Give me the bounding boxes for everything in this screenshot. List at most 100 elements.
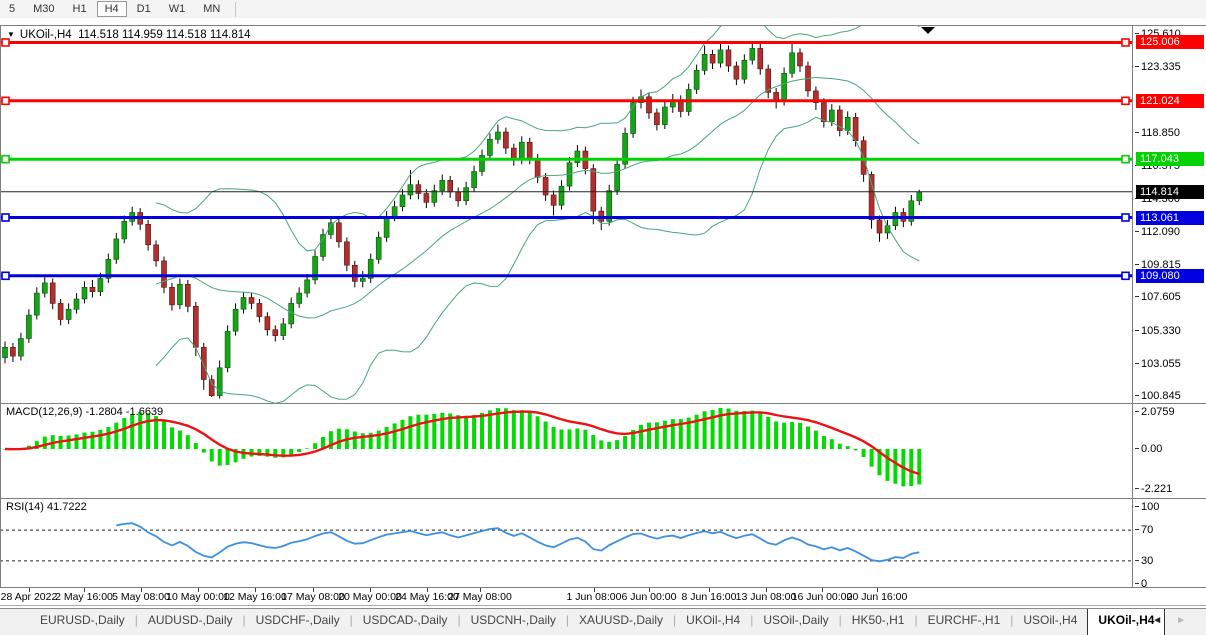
timeframe-button-h4[interactable]: H4	[96, 1, 127, 17]
tab-separator: |	[838, 613, 842, 627]
line-handle[interactable]	[1121, 213, 1130, 222]
rsi-panel-separator[interactable]	[0, 498, 1206, 499]
rsi-line	[116, 522, 920, 563]
line-handle[interactable]	[1121, 271, 1130, 281]
tab-eurusd-daily[interactable]: EURUSD-,Daily	[40, 613, 125, 627]
timeframe-button-h1[interactable]: H1	[72, 3, 87, 15]
tab-usdcad-daily[interactable]: USDCAD-,Daily	[362, 613, 448, 627]
bollinger-upper-band	[155, 25, 920, 252]
line-handle[interactable]	[1, 96, 10, 106]
horizontal-line-121.024[interactable]	[0, 96, 1132, 106]
macd-axis-label: 0.00	[1134, 443, 1163, 455]
tab-separator: |	[349, 613, 353, 627]
time-tick-label: 20 Jun 16:00	[846, 591, 908, 603]
line-handle[interactable]	[1121, 96, 1130, 106]
macd-main-value: -1.2804	[85, 406, 123, 418]
price-tick-label: 112.090	[1135, 225, 1180, 238]
time-axis-separator	[0, 587, 1206, 588]
tab-hk50-h1[interactable]: HK50-,H1	[851, 613, 905, 627]
price-tick-label: 103.055	[1135, 358, 1181, 371]
price-line-badge: 121.024	[1136, 93, 1204, 108]
tab-xauusd-daily[interactable]: XAUUSD-,Daily	[579, 613, 664, 627]
horizontal-line-109.080[interactable]	[0, 271, 1132, 281]
time-tick-mark	[198, 588, 199, 592]
tab-separator: |	[914, 613, 918, 627]
rsi-value: 41.7222	[46, 501, 87, 513]
price-line-badge: 117.043	[1136, 152, 1204, 167]
horizontal-line-113.061[interactable]	[0, 213, 1132, 222]
time-tick-label: 1 Jun 08:00	[566, 591, 622, 603]
macd-histogram	[3, 408, 922, 487]
tab-ukoil-h4[interactable]: UKOil-,H4	[686, 613, 741, 627]
chart-shift-marker-icon[interactable]	[921, 27, 935, 34]
tab-scroll-arrows: ◄►	[1152, 615, 1200, 626]
timeframe-button-m30[interactable]: M30	[33, 3, 55, 15]
price-tick-label: 107.605	[1135, 291, 1181, 304]
tab-separator: |	[1010, 613, 1014, 627]
line-handle[interactable]	[1, 271, 10, 281]
tab-audusd-daily[interactable]: AUDUSD-,Daily	[147, 613, 233, 627]
tab-eurchf-h1[interactable]: EURCHF-,H1	[927, 613, 1001, 627]
line-handle[interactable]	[1121, 38, 1130, 47]
tab-usoil-daily[interactable]: USOil-,Daily	[763, 613, 829, 627]
time-tick-mark	[480, 588, 481, 592]
price-line-badge: 113.061	[1136, 210, 1204, 225]
bollinger-lower-band	[155, 116, 920, 403]
time-tick-mark	[822, 588, 823, 592]
macd-signal-line	[4, 410, 920, 476]
rsi-axis-label: 100	[1134, 501, 1160, 513]
rsi-indicator-panel[interactable]	[0, 498, 1132, 587]
horizontal-line-117.043[interactable]	[0, 154, 1132, 164]
price-axis[interactable]: 125.610123.335118.850116.575114.300112.0…	[1133, 25, 1206, 605]
time-tick-label: 17 May 08:00	[281, 591, 345, 603]
candlesticks	[2, 43, 923, 399]
chart-tab-bar: EURUSD-,Daily | AUDUSD-,Daily | USDCHF-,Dail…	[0, 608, 1206, 635]
macd-axis-label: 2.0759	[1135, 405, 1175, 418]
tab-scroll-left-icon[interactable]: ◄	[1152, 615, 1177, 626]
tab-usdchf-daily[interactable]: USDCHF-,Daily	[255, 613, 340, 627]
time-tick-mark	[29, 588, 30, 592]
timeframe-button-d1[interactable]: D1	[136, 3, 151, 15]
price-line-badge: 114.814	[1136, 184, 1204, 199]
time-tick-label: 8 Jun 16:00	[681, 591, 737, 603]
timeframe-button-5[interactable]: 5	[9, 3, 16, 15]
tab-ukoil-h4[interactable]: UKOil-,H4	[1087, 609, 1166, 635]
time-tick-mark	[84, 588, 85, 592]
symbol-dropdown-icon[interactable]: ▼	[7, 30, 15, 39]
macd-axis-label: -2.221	[1134, 482, 1173, 495]
chart-window-top-border	[0, 25, 1206, 26]
tab-usoil-h4[interactable]: USOil-,H4	[1023, 613, 1078, 627]
tab-scroll-right-icon[interactable]: ►	[1176, 615, 1200, 626]
timeframe-button-mn[interactable]: MN	[203, 3, 221, 15]
horizontal-line-125.006[interactable]	[0, 38, 1132, 47]
time-tick-label: 12 May 16:00	[223, 591, 287, 603]
timeframe-toolbar: 5 M30 H1 H4 D1 W1 MN	[0, 0, 1206, 18]
line-handle[interactable]	[1, 38, 10, 47]
macd-label: MACD(12,26,9) -1.2804 -1.6639	[6, 406, 164, 418]
line-handle[interactable]	[1121, 154, 1130, 164]
rsi-axis-label: 0	[1134, 578, 1148, 590]
line-handle[interactable]	[1, 154, 10, 164]
macd-indicator-panel[interactable]	[0, 403, 1132, 498]
chart-window-bottom-border	[0, 605, 1206, 606]
timeframe-button-w1[interactable]: W1	[168, 3, 186, 15]
tab-separator: |	[242, 613, 246, 627]
toolbar-separator	[235, 1, 237, 17]
tab-usdcnh-daily[interactable]: USDCNH-,Daily	[470, 613, 556, 627]
open-value: 114.518	[78, 29, 119, 41]
time-tick-label: 6 Jun 00:00	[621, 591, 677, 603]
rsi-axis-label: 70	[1134, 524, 1154, 537]
tab-separator: |	[457, 613, 461, 627]
price-line-badge: 109.080	[1136, 268, 1204, 283]
time-axis[interactable]: 28 Apr 2022 2 May 16:00 5 May 08:00 10 May …	[0, 588, 1132, 605]
main-price-chart[interactable]	[0, 25, 1132, 403]
time-tick-label: 10 May 00:00	[166, 591, 230, 603]
line-handle[interactable]	[1, 213, 10, 222]
time-tick-mark	[370, 588, 371, 592]
time-tick-label: 20 May 00:00	[338, 591, 402, 603]
tab-separator: |	[565, 613, 570, 627]
time-tick-mark	[141, 588, 142, 592]
tab-separator: |	[673, 613, 677, 627]
macd-panel-separator[interactable]	[0, 403, 1206, 404]
